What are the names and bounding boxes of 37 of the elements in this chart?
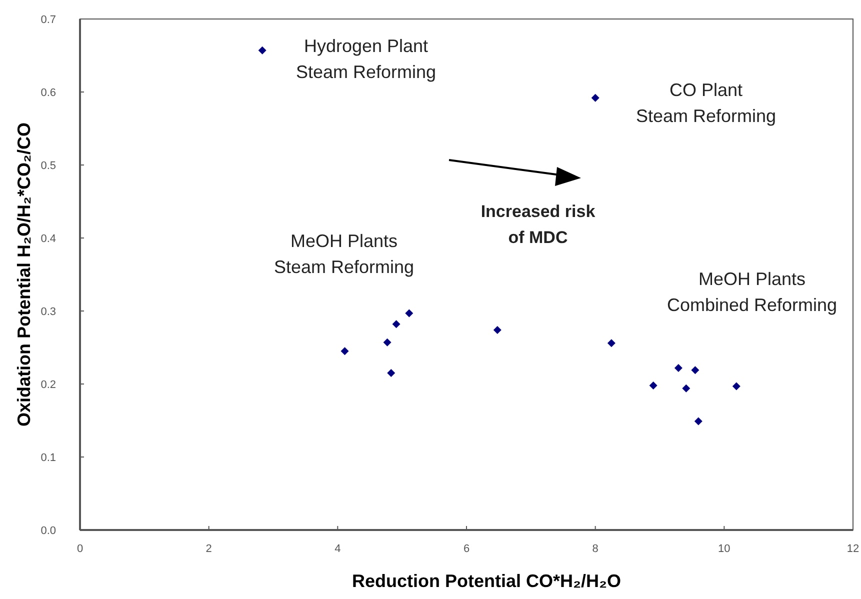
y-tick-label: 0.6 — [40, 87, 56, 99]
y-tick-label: 0.0 — [40, 525, 56, 537]
point — [682, 384, 690, 392]
x-tick-label: 10 — [718, 543, 730, 555]
x-tick-label: 6 — [463, 543, 470, 555]
point — [591, 94, 600, 102]
point — [405, 309, 414, 318]
y-tick-label: 0.4 — [40, 233, 56, 245]
annotation: Hydrogen Plant Steam Reforming — [296, 36, 436, 82]
x-tick-label: 8 — [592, 543, 598, 555]
point — [387, 369, 396, 378]
x-tick-label: 2 — [206, 543, 212, 555]
x-axis-title: Reduction Potential CO*H₂/H₂O — [352, 571, 622, 591]
x-tick-label: 4 — [334, 543, 341, 555]
x-tick-label: 12 — [846, 543, 860, 555]
y-tick-label: 0.7 — [40, 14, 56, 26]
annotation: MeOH Plants Combined Reforming — [666, 269, 838, 315]
annotation: MeOH Plants Steam Reforming — [274, 231, 414, 277]
point — [493, 326, 502, 334]
y-axis-title: Oxidation Potential H₂O/H₂*CO₂/CO — [14, 122, 34, 427]
point — [674, 364, 682, 372]
annotation: Increased risk of MDC — [480, 202, 596, 247]
y-tick-label: 0.2 — [40, 379, 56, 391]
point — [649, 381, 658, 390]
y-tick-label: 0.5 — [40, 160, 56, 172]
annotation: CO Plant Steam Reforming — [636, 80, 776, 126]
point — [732, 382, 740, 390]
point — [383, 338, 392, 346]
x-tick-label: 0 — [76, 543, 84, 555]
point — [691, 366, 700, 374]
y-tick-label: 0.3 — [40, 306, 56, 318]
y-tick-label: 0.1 — [40, 452, 56, 464]
point — [258, 46, 266, 54]
point — [340, 347, 349, 356]
point — [607, 339, 616, 348]
point — [392, 320, 400, 328]
point — [694, 417, 702, 426]
